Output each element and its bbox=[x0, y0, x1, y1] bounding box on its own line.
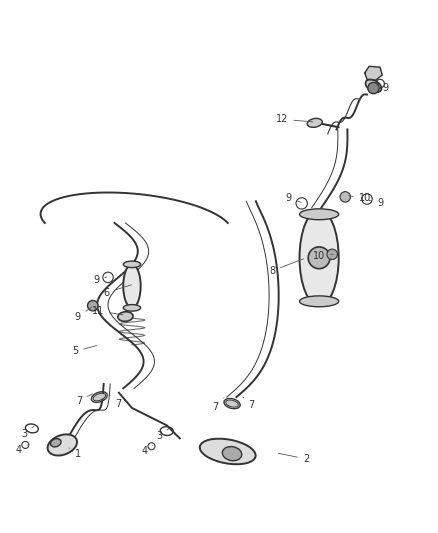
Text: 7: 7 bbox=[110, 395, 121, 409]
Text: 4: 4 bbox=[141, 446, 152, 456]
Text: 4: 4 bbox=[16, 445, 27, 455]
Ellipse shape bbox=[123, 304, 141, 311]
Text: 11: 11 bbox=[92, 306, 123, 316]
Text: 9: 9 bbox=[377, 83, 389, 93]
Ellipse shape bbox=[223, 447, 242, 461]
Circle shape bbox=[88, 301, 98, 311]
Text: 6: 6 bbox=[104, 285, 131, 297]
Ellipse shape bbox=[50, 439, 61, 447]
Circle shape bbox=[327, 249, 337, 260]
Ellipse shape bbox=[93, 393, 106, 401]
Text: 9: 9 bbox=[93, 276, 107, 286]
Ellipse shape bbox=[300, 296, 339, 307]
Text: 1: 1 bbox=[69, 448, 81, 458]
Text: 9: 9 bbox=[74, 307, 92, 321]
Ellipse shape bbox=[300, 210, 339, 305]
Ellipse shape bbox=[123, 264, 141, 308]
Text: 5: 5 bbox=[72, 345, 97, 357]
Text: 2: 2 bbox=[278, 454, 309, 464]
Text: 7: 7 bbox=[243, 397, 255, 410]
Text: 10: 10 bbox=[313, 251, 333, 261]
Text: 12: 12 bbox=[276, 115, 313, 124]
Polygon shape bbox=[365, 66, 382, 80]
Text: 8: 8 bbox=[269, 259, 304, 276]
Ellipse shape bbox=[365, 79, 381, 92]
Text: 7: 7 bbox=[76, 394, 92, 406]
Circle shape bbox=[308, 247, 330, 269]
Ellipse shape bbox=[118, 312, 133, 321]
Text: 7: 7 bbox=[212, 398, 223, 411]
Ellipse shape bbox=[48, 434, 77, 456]
Circle shape bbox=[340, 192, 350, 202]
Circle shape bbox=[368, 83, 379, 94]
Text: 3: 3 bbox=[21, 426, 34, 439]
Ellipse shape bbox=[200, 439, 256, 464]
Text: 9: 9 bbox=[286, 193, 301, 203]
Ellipse shape bbox=[300, 209, 339, 220]
Ellipse shape bbox=[307, 118, 322, 127]
Text: 3: 3 bbox=[156, 429, 169, 441]
Ellipse shape bbox=[226, 400, 238, 407]
Ellipse shape bbox=[123, 261, 141, 268]
Text: 10: 10 bbox=[349, 193, 371, 203]
Text: 9: 9 bbox=[369, 198, 383, 208]
